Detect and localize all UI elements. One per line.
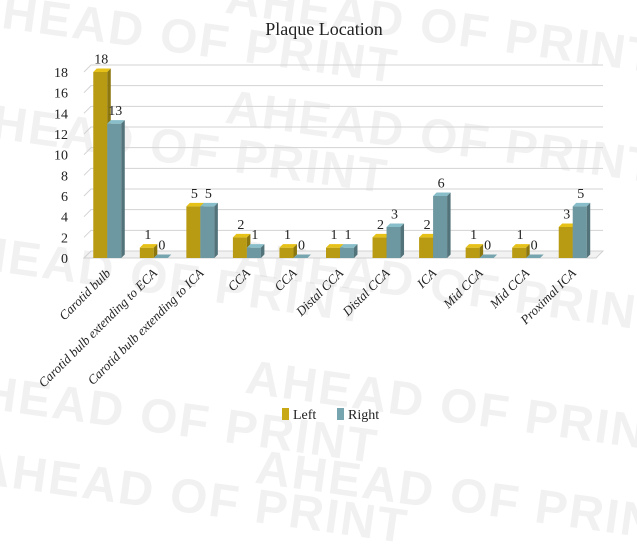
y-tick-label: 8 xyxy=(61,169,68,184)
bar-right xyxy=(386,223,405,258)
bar-right xyxy=(433,192,451,258)
y-tick-label: 2 xyxy=(61,231,68,246)
y-tick-label: 12 xyxy=(54,128,68,143)
data-label: 1 xyxy=(470,228,477,243)
legend-label: Right xyxy=(348,408,379,423)
data-label: 1 xyxy=(251,228,258,243)
bar-right xyxy=(340,244,358,258)
data-label: 2 xyxy=(377,218,384,233)
y-tick-label: 6 xyxy=(61,190,68,205)
data-label: 2 xyxy=(237,218,244,233)
chart-title: Plaque Location xyxy=(265,19,382,39)
x-category-label: Distal CCA xyxy=(292,265,346,319)
y-tick-label: 10 xyxy=(54,149,68,164)
data-label: 0 xyxy=(298,239,305,254)
y-tick-label: 4 xyxy=(61,211,68,226)
data-label: 13 xyxy=(108,104,122,119)
data-label: 1 xyxy=(284,228,291,243)
grid-lines xyxy=(82,64,605,259)
bar-left xyxy=(512,244,530,258)
bar-right xyxy=(246,244,265,258)
bar-right xyxy=(153,254,172,258)
y-tick-label: 18 xyxy=(54,66,68,81)
gridline xyxy=(83,64,603,73)
bar-right xyxy=(526,254,544,258)
legend-item-left: Left xyxy=(282,408,316,423)
gridline xyxy=(83,85,603,94)
bar-left xyxy=(465,244,484,258)
data-label: 18 xyxy=(94,53,108,68)
data-label: 5 xyxy=(191,187,198,202)
bar-right xyxy=(107,120,125,259)
data-label: 2 xyxy=(424,218,431,233)
bar-right xyxy=(479,254,498,258)
gridline xyxy=(83,167,603,176)
y-tick-label: 14 xyxy=(54,107,68,122)
data-label: 0 xyxy=(484,239,491,254)
data-label: 3 xyxy=(391,208,398,223)
legend: Left Right xyxy=(282,408,379,423)
gridline xyxy=(83,229,603,238)
y-tick-label: 0 xyxy=(61,252,68,267)
legend-item-right: Right xyxy=(337,408,379,423)
legend-swatch xyxy=(282,408,289,420)
gridline xyxy=(83,188,603,197)
data-label: 0 xyxy=(531,239,538,254)
data-label: 6 xyxy=(438,177,445,192)
bar-right xyxy=(572,202,591,258)
y-axis: 0 2 4 6 8 10 12 14 16 18 xyxy=(54,66,68,267)
data-label: 3 xyxy=(563,208,570,223)
y-tick-label: 16 xyxy=(54,87,68,102)
x-category-label: ICA xyxy=(413,265,439,291)
x-category-label: Mid CCA xyxy=(439,265,485,311)
gridline xyxy=(83,209,603,218)
data-label: 0 xyxy=(158,239,165,254)
data-label: 5 xyxy=(205,187,212,202)
x-category-label: Mid CCA xyxy=(486,265,532,311)
x-category-label: CCA xyxy=(271,265,300,294)
gridline xyxy=(83,126,603,135)
data-label: 5 xyxy=(577,187,584,202)
bar-left xyxy=(279,244,297,258)
x-category-label: Distal CCA xyxy=(339,265,393,319)
data-label: 1 xyxy=(345,228,352,243)
legend-swatch xyxy=(337,408,344,420)
data-label: 1 xyxy=(331,228,338,243)
gridline xyxy=(83,147,603,156)
legend-label: Left xyxy=(293,408,316,423)
data-label: 1 xyxy=(517,228,524,243)
gridline xyxy=(83,105,603,114)
x-category-label: CCA xyxy=(225,265,254,294)
bar-right xyxy=(293,254,311,258)
bar-left xyxy=(139,244,158,258)
data-label: 1 xyxy=(144,228,151,243)
bar-right xyxy=(200,202,218,258)
